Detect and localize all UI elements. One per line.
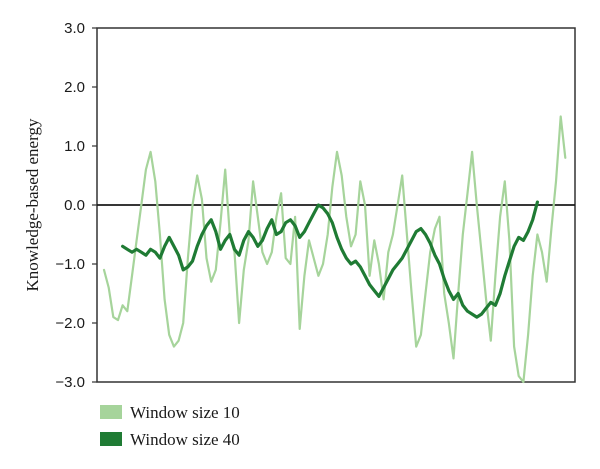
legend-swatch-window-40 xyxy=(100,432,122,446)
y-tick-label: 3.0 xyxy=(64,20,85,37)
series-layer xyxy=(102,115,567,384)
y-tick-label: −2.0 xyxy=(55,315,85,332)
series-line-window-40 xyxy=(120,200,540,319)
y-tick-label: −3.0 xyxy=(55,374,85,391)
legend-swatch-window-10 xyxy=(100,405,122,419)
y-axis-title: Knowledge-based energy xyxy=(23,118,42,291)
legend-label-window-40: Window size 40 xyxy=(130,430,240,449)
y-tick-label: −1.0 xyxy=(55,256,85,273)
legend: Window size 10 Window size 40 xyxy=(100,403,240,449)
y-tick-label: 0.0 xyxy=(64,197,85,214)
legend-label-window-10: Window size 10 xyxy=(130,403,240,422)
y-tick-label: 1.0 xyxy=(64,138,85,155)
y-tick-label: 2.0 xyxy=(64,79,85,96)
series-line-window-10 xyxy=(102,115,567,384)
y-axis-ticks: 3.0 2.0 1.0 0.0 −1.0 −2.0 −3.0 xyxy=(55,20,97,391)
